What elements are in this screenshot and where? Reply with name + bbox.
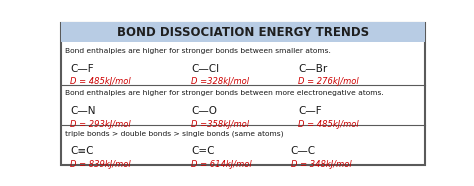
Text: C=C: C=C (191, 146, 215, 156)
FancyBboxPatch shape (61, 23, 425, 165)
Text: C—F: C—F (298, 106, 322, 116)
Text: D = 485kJ/mol: D = 485kJ/mol (70, 77, 131, 86)
Text: D = 348kJ/mol: D = 348kJ/mol (291, 160, 351, 169)
Text: C—O: C—O (191, 106, 218, 116)
Text: C—C: C—C (291, 146, 316, 156)
Text: D = 839kJ/mol: D = 839kJ/mol (70, 160, 131, 169)
Text: C—N: C—N (70, 106, 96, 116)
Text: D =358kJ/mol: D =358kJ/mol (191, 120, 250, 129)
Text: BOND DISSOCIATION ENERGY TRENDS: BOND DISSOCIATION ENERGY TRENDS (117, 26, 369, 39)
Text: Bond enthalpies are higher for stronger bonds between smaller atoms.: Bond enthalpies are higher for stronger … (65, 48, 331, 54)
Text: triple bonds > double bonds > single bonds (same atoms): triple bonds > double bonds > single bon… (65, 130, 283, 137)
Text: D =328kJ/mol: D =328kJ/mol (191, 77, 250, 86)
Text: C—F: C—F (70, 64, 94, 74)
FancyBboxPatch shape (61, 22, 425, 42)
Text: D = 276kJ/mol: D = 276kJ/mol (298, 77, 359, 86)
Text: C—Cl: C—Cl (191, 64, 219, 74)
Text: D = 485kJ/mol: D = 485kJ/mol (298, 120, 359, 129)
Text: D = 293kJ/mol: D = 293kJ/mol (70, 120, 131, 129)
Text: C—Br: C—Br (298, 64, 327, 74)
Text: C≡C: C≡C (70, 146, 94, 156)
Text: Bond enthalpies are higher for stronger bonds between more electronegative atoms: Bond enthalpies are higher for stronger … (65, 90, 383, 96)
Text: D = 614kJ/mol: D = 614kJ/mol (191, 160, 252, 169)
